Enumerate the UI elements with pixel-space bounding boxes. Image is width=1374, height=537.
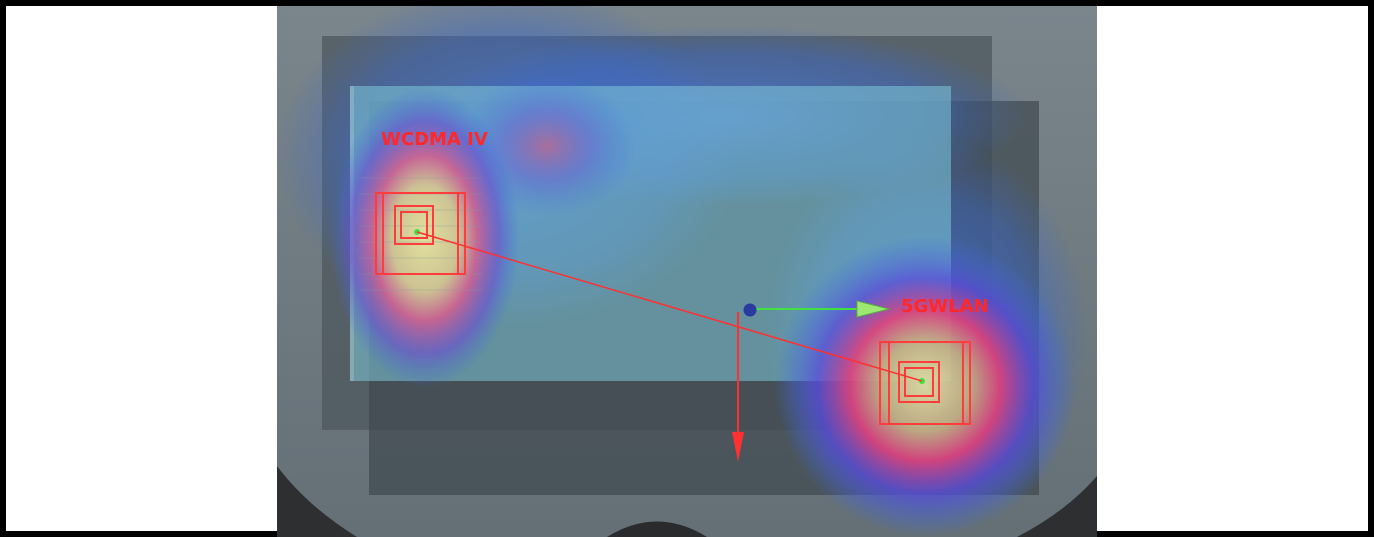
antenna-label-wlan: 5GWLAN	[901, 296, 989, 317]
shadow-bottom-right	[1017, 476, 1097, 537]
arrow-down-icon[interactable]	[732, 432, 744, 462]
wlan-marker[interactable]	[879, 341, 971, 425]
origin-sphere-icon[interactable]	[743, 303, 757, 317]
shadow-bottom-left	[277, 466, 357, 537]
coupling-line	[416, 231, 923, 382]
arrow-right-icon[interactable]	[856, 300, 890, 318]
3d-viewport[interactable]: WCDMA IV 5GWLAN	[277, 6, 1097, 537]
shadow-bottom-center	[607, 521, 707, 537]
wcdma-marker[interactable]	[375, 192, 466, 275]
hotspot-wlan	[775, 236, 1075, 536]
axis-gizmo[interactable]	[732, 300, 890, 462]
scene-canvas[interactable]	[277, 6, 1097, 537]
antenna-label-wcdma: WCDMA IV	[381, 129, 488, 150]
